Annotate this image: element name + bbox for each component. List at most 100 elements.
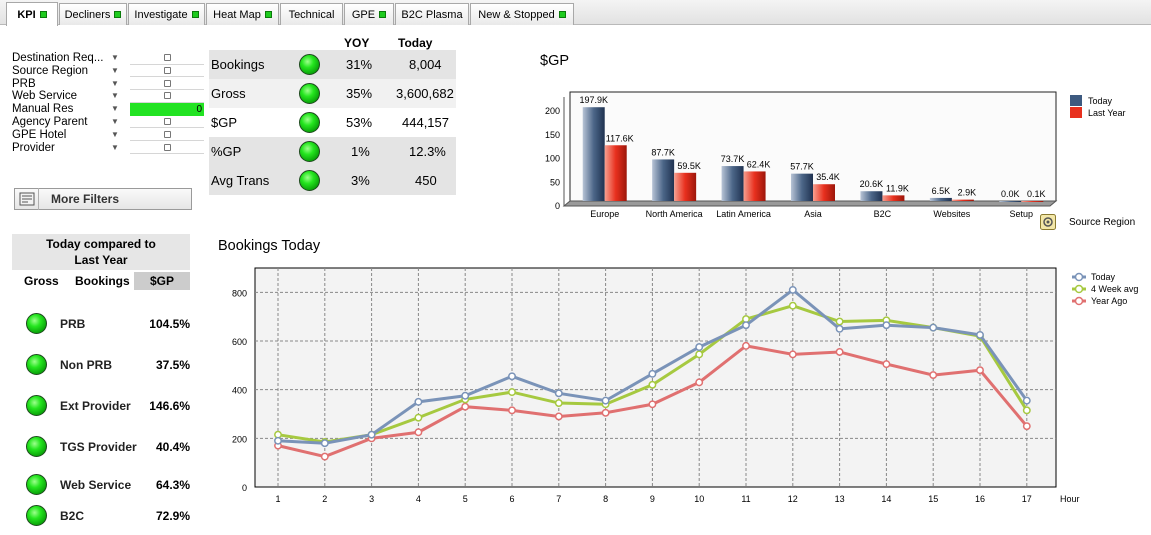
- kpi-row-gp[interactable]: $GP 53% 444,157: [209, 108, 456, 137]
- tab-technical[interactable]: Technical: [280, 3, 343, 25]
- filter-web-service[interactable]: Web Service ▼: [12, 90, 204, 103]
- gp-bar-chart: 0 50 100 150 200 197.9K 117.6K Europe 87.7K59.5K…: [545, 91, 1126, 219]
- comparison-tab-gp[interactable]: $GP: [134, 272, 190, 290]
- kpi-yoy: 31%: [346, 57, 373, 72]
- filter-value-box[interactable]: [130, 65, 204, 78]
- data-point: [367, 430, 376, 439]
- filter-source-region[interactable]: Source Region ▼: [12, 65, 204, 78]
- legend-marker: [1074, 296, 1084, 306]
- tab-kpi[interactable]: KPI: [6, 2, 58, 26]
- filter-agency-parent[interactable]: Agency Parent ▼: [12, 115, 204, 129]
- data-point: [414, 428, 423, 437]
- data-point: [742, 321, 750, 330]
- comparison-row-b2c: B2C 72.9%: [26, 505, 196, 527]
- filter-value-box[interactable]: [130, 116, 204, 129]
- status-light-icon: [299, 54, 320, 75]
- bar-last-year: [882, 195, 905, 201]
- comparison-row-web-service: Web Service 64.3%: [26, 474, 196, 496]
- dropdown-arrow-icon[interactable]: ▼: [111, 142, 119, 152]
- x-tick-label: 17: [1022, 494, 1032, 504]
- comparison-row-tgs-provider: TGS Provider 40.4%: [26, 436, 196, 458]
- kpi-today: 450: [415, 173, 437, 188]
- y-tick-label: 0: [242, 483, 247, 493]
- comparison-name: TGS Provider: [60, 440, 137, 454]
- kpi-row-percent-gp[interactable]: %GP 1% 12.3%: [209, 137, 456, 166]
- tab-label: New & Stopped: [478, 8, 555, 21]
- filter-checkbox[interactable]: [164, 143, 171, 151]
- filter-manual-res[interactable]: Manual Res ▼ 0: [12, 103, 204, 117]
- y-tick-label: 400: [232, 386, 247, 396]
- kpi-name: %GP: [211, 144, 242, 159]
- data-point: [976, 330, 984, 339]
- bar-last-year: [813, 184, 835, 201]
- dropdown-arrow-icon[interactable]: ▼: [111, 53, 119, 62]
- filter-checkbox[interactable]: [164, 117, 171, 125]
- tab-gpe[interactable]: GPE: [344, 3, 394, 25]
- y-tick-label: 150: [545, 130, 560, 140]
- comparison-pct: 37.5%: [155, 358, 190, 372]
- plot-area: [254, 267, 1057, 488]
- region-selector-icon[interactable]: [1040, 214, 1056, 230]
- data-point: [414, 397, 423, 406]
- data-label: 57.7K: [790, 162, 814, 172]
- tab-decliners[interactable]: Decliners: [59, 3, 127, 25]
- kpi-yoy: 35%: [346, 86, 373, 101]
- data-point: [882, 321, 891, 330]
- filter-destination-region[interactable]: Destination Req... ▼: [12, 52, 204, 65]
- status-indicator-icon: [191, 11, 199, 18]
- data-point: [788, 350, 797, 359]
- dropdown-arrow-icon[interactable]: ▼: [111, 104, 119, 114]
- comparison-row-non-prb: Non PRB 37.5%: [26, 354, 196, 376]
- more-filters-label: More Filters: [51, 192, 120, 206]
- filter-checkbox[interactable]: [164, 92, 171, 100]
- filter-value-box[interactable]: [130, 142, 204, 155]
- comparison-tab-bookings[interactable]: Bookings: [75, 274, 130, 288]
- filter-label: Destination Req...: [12, 52, 104, 64]
- dropdown-arrow-icon[interactable]: ▼: [111, 129, 119, 139]
- x-tick-label: 3: [369, 494, 374, 504]
- dropdown-arrow-icon[interactable]: ▼: [111, 116, 119, 126]
- filter-checkbox[interactable]: [164, 66, 171, 74]
- tab-b2c-plasma[interactable]: B2C Plasma: [395, 3, 469, 25]
- filter-checkbox[interactable]: [164, 130, 171, 138]
- filter-label: Agency Parent: [12, 115, 88, 128]
- kpi-row-avg-trans[interactable]: Avg Trans 3% 450: [209, 166, 456, 195]
- status-light-icon: [299, 112, 320, 133]
- data-point: [648, 369, 657, 378]
- plot-floor: [562, 200, 1058, 207]
- kpi-yoy: 3%: [351, 173, 370, 188]
- comparison-tab-gross[interactable]: Gross: [24, 274, 59, 288]
- data-point: [554, 412, 563, 421]
- data-label: 62.4K: [747, 159, 771, 169]
- filter-value-box[interactable]: [130, 52, 204, 65]
- filter-selected-value[interactable]: 0: [130, 103, 204, 117]
- filter-gpe-hotel[interactable]: GPE Hotel ▼: [12, 128, 204, 142]
- bar-today: [582, 107, 605, 201]
- data-label: 20.6K: [860, 179, 884, 189]
- more-filters-button[interactable]: More Filters: [14, 188, 192, 210]
- filter-checkbox[interactable]: [164, 79, 171, 87]
- filter-label: GPE Hotel: [12, 128, 67, 141]
- tab-new-and-stopped[interactable]: New & Stopped: [470, 3, 574, 25]
- data-label: 0.1K: [1027, 189, 1046, 199]
- kpi-row-bookings[interactable]: Bookings 31% 8,004: [209, 50, 456, 79]
- filter-value-box[interactable]: [130, 90, 204, 103]
- filter-checkbox[interactable]: [164, 54, 171, 61]
- kpi-name: Avg Trans: [211, 173, 270, 188]
- y-tick-label: 0: [555, 201, 560, 211]
- legend-marker: [1074, 284, 1084, 294]
- filter-prb[interactable]: PRB ▼: [12, 78, 204, 91]
- kpi-row-gross[interactable]: Gross 35% 3,600,682: [209, 79, 456, 108]
- legend-label: Today: [1088, 96, 1113, 106]
- kpi-today: 12.3%: [409, 144, 446, 159]
- dropdown-arrow-icon[interactable]: ▼: [111, 78, 119, 88]
- filter-provider[interactable]: Provider ▼: [12, 142, 204, 155]
- data-label: 73.7K: [721, 154, 745, 164]
- tab-investigate[interactable]: Investigate: [128, 3, 205, 25]
- dropdown-arrow-icon[interactable]: ▼: [111, 91, 119, 101]
- tab-heat-map[interactable]: Heat Map: [206, 3, 279, 25]
- filter-value-box[interactable]: [130, 78, 204, 91]
- dropdown-arrow-icon[interactable]: ▼: [111, 65, 119, 75]
- data-point: [929, 323, 938, 332]
- filter-value-box[interactable]: [130, 129, 204, 142]
